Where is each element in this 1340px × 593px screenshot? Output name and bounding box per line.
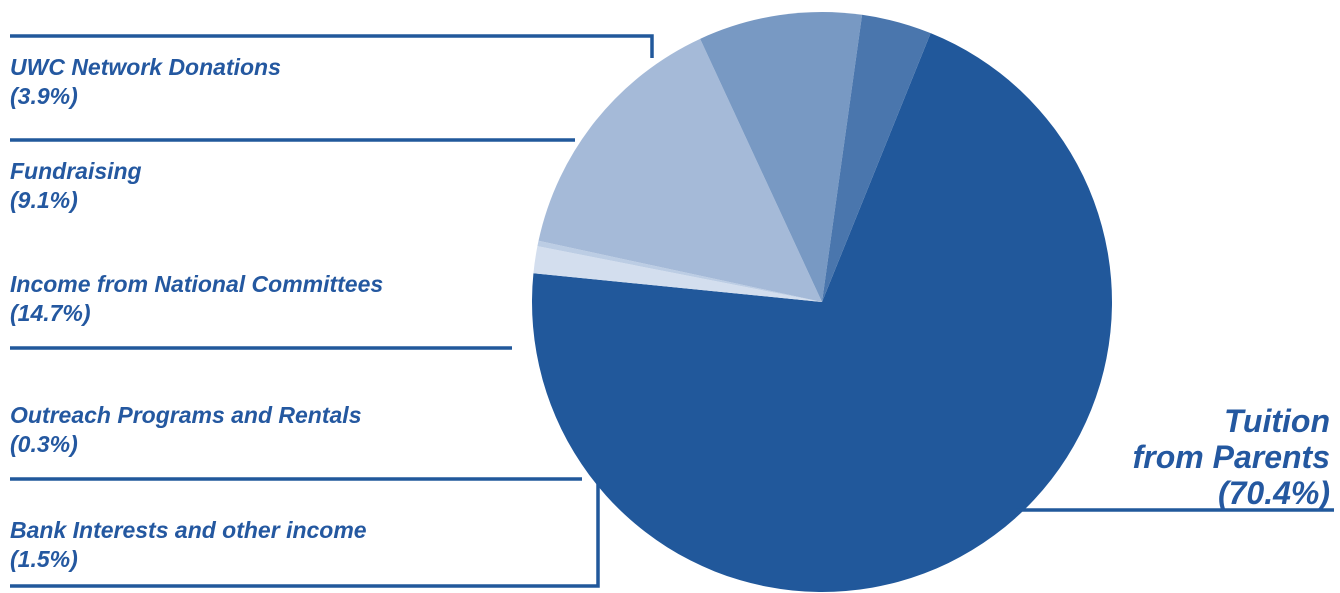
label-percent: (14.7%) xyxy=(10,300,91,326)
leader-lines xyxy=(10,34,1334,588)
label-line: Tuition xyxy=(1223,403,1330,439)
slice-label-national-committees: Income from National Committees (14.7%) xyxy=(10,270,383,328)
label-line: UWC Network Donations xyxy=(10,54,281,80)
label-line: Bank Interests and other income xyxy=(10,517,367,543)
slice-label-fundraising: Fundraising (9.1%) xyxy=(10,157,142,215)
pie-slice-outreach-programs-and-rentals xyxy=(537,240,822,302)
pie-slice-fundraising xyxy=(700,11,863,302)
label-percent: (70.4%) xyxy=(1217,475,1330,511)
pie-slice-uwc-network-donations xyxy=(822,14,931,303)
pie-slice-bank-interests-and-other-income xyxy=(533,246,822,302)
label-percent: (1.5%) xyxy=(10,546,78,572)
slice-label-uwc-network-donations: UWC Network Donations (3.9%) xyxy=(10,53,281,111)
pie-slices xyxy=(531,11,1112,593)
leader-line-uwc xyxy=(10,34,654,58)
label-line: Outreach Programs and Rentals xyxy=(10,402,362,428)
slice-label-outreach-programs: Outreach Programs and Rentals (0.3%) xyxy=(10,401,362,459)
pie-slice-income-from-national-committees xyxy=(538,38,822,303)
slice-label-bank-interests: Bank Interests and other income (1.5%) xyxy=(10,516,367,574)
leader-line-bank-interests xyxy=(10,475,600,588)
pie-slice-tuition-from-parents xyxy=(531,33,1112,593)
label-percent: (0.3%) xyxy=(10,431,78,457)
label-percent: (3.9%) xyxy=(10,83,78,109)
label-percent: (9.1%) xyxy=(10,187,78,213)
label-line: Income from National Committees xyxy=(10,271,384,297)
slice-label-tuition: Tuition from Parents (70.4%) xyxy=(1133,403,1330,511)
label-line: Fundraising xyxy=(10,158,142,184)
label-line: from Parents xyxy=(1132,439,1330,475)
